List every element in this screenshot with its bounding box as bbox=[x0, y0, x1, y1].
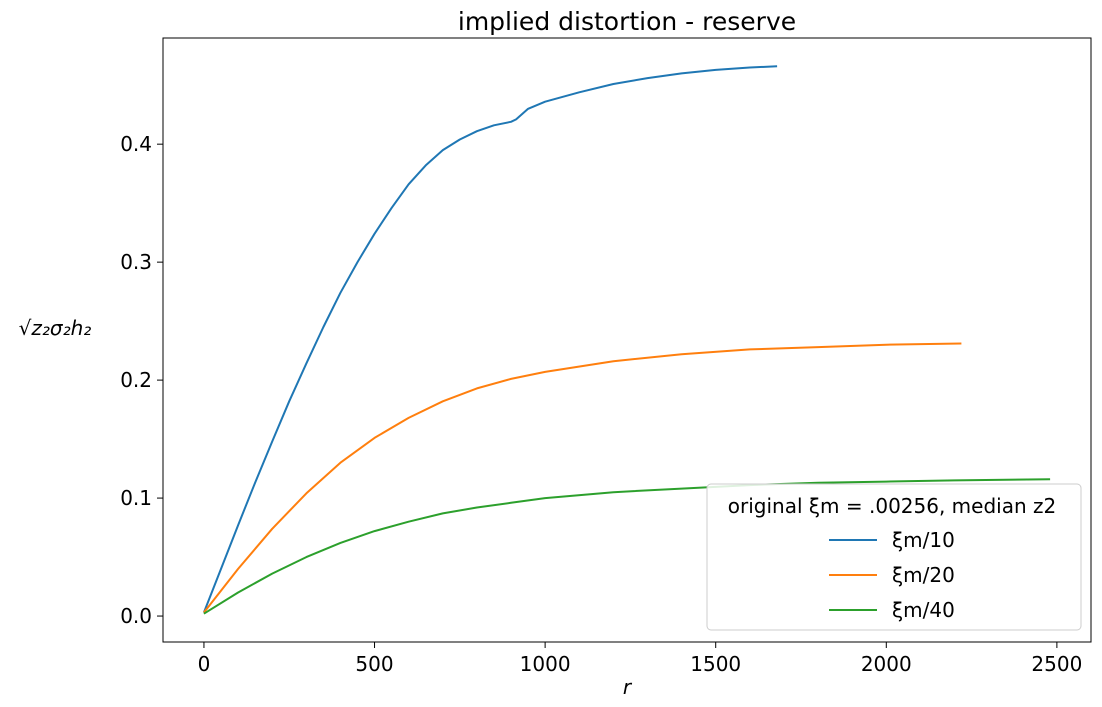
x-tick-label: 2500 bbox=[1031, 652, 1082, 676]
x-tick-label: 1500 bbox=[690, 652, 741, 676]
x-tick-label: 2000 bbox=[861, 652, 912, 676]
legend-box bbox=[706, 483, 1082, 631]
y-axis-label: √z₂σ₂h₂ bbox=[19, 316, 92, 340]
series-line-1 bbox=[202, 65, 778, 613]
y-tick-label: 0.2 bbox=[120, 368, 152, 392]
chart-title: implied distortion - reserve bbox=[458, 7, 796, 36]
series-layer bbox=[202, 65, 1051, 615]
legend-label-3: ξm/40 bbox=[892, 598, 955, 622]
legend-title: original ξm = .00256, median z2 bbox=[728, 494, 1056, 518]
x-tick-label: 500 bbox=[355, 652, 393, 676]
y-axis-ticks: 0.0 0.1 0.2 0.3 0.4 bbox=[120, 132, 163, 628]
x-tick-label: 1000 bbox=[520, 652, 571, 676]
legend-label-2: ξm/20 bbox=[892, 563, 955, 587]
series-line-2 bbox=[203, 342, 962, 614]
series-line-3 bbox=[203, 478, 1051, 615]
x-axis-ticks: 0 500 1000 1500 2000 2500 bbox=[198, 642, 1082, 676]
plot-area bbox=[162, 37, 1092, 643]
legend: original ξm = .00256, median z2 ξm/10ξm/… bbox=[706, 483, 1082, 631]
x-axis-label: r bbox=[623, 675, 633, 699]
legend-items: ξm/10 ξm/20 ξm/40 bbox=[829, 528, 955, 622]
legend-label-1: ξm/10 bbox=[892, 528, 955, 552]
x-tick-label: 0 bbox=[198, 652, 211, 676]
y-tick-label: 0.3 bbox=[120, 250, 152, 274]
y-tick-label: 0.1 bbox=[120, 486, 152, 510]
y-tick-label: 0.4 bbox=[120, 132, 152, 156]
y-tick-label: 0.0 bbox=[120, 604, 152, 628]
